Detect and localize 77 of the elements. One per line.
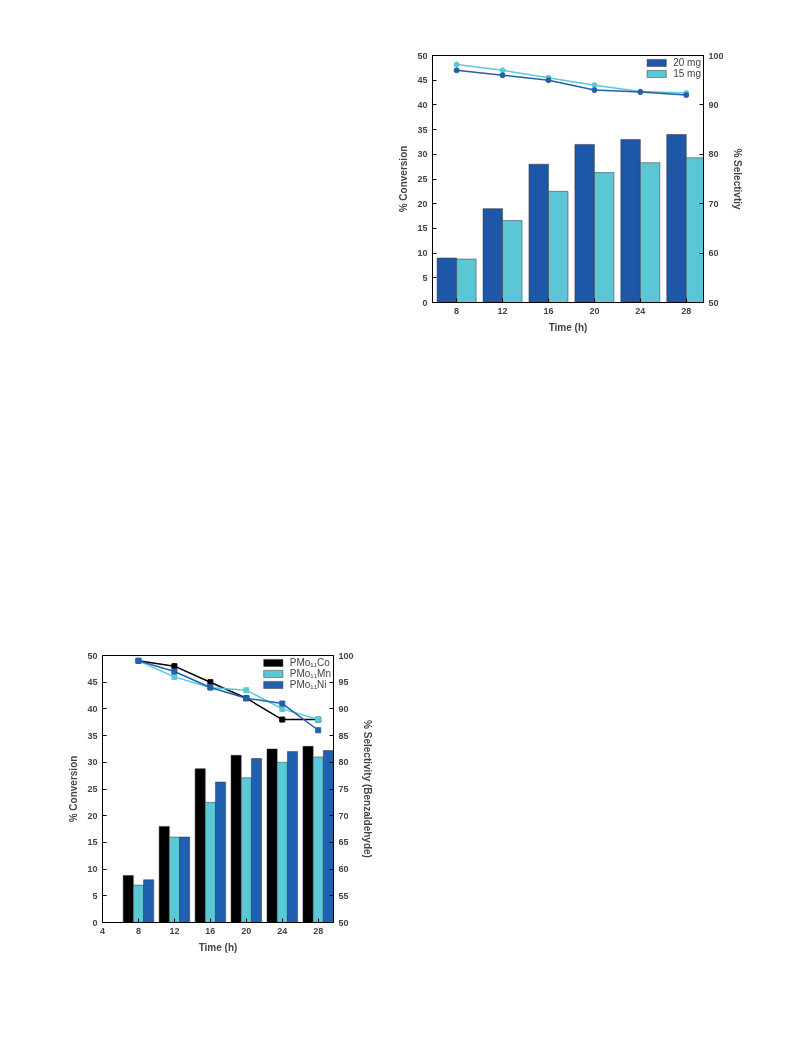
y2-tick-label: 80 bbox=[338, 757, 349, 768]
y-tick-label: 0 bbox=[422, 297, 428, 308]
y-tick-label: 0 bbox=[92, 917, 98, 928]
y-tick-label: 10 bbox=[87, 864, 98, 875]
y2-tick-label: 60 bbox=[338, 864, 349, 875]
y-tick-label: 15 bbox=[87, 837, 98, 848]
x-axis-title: Time (h) bbox=[548, 321, 588, 333]
x-tick-label: 24 bbox=[277, 925, 288, 936]
y-tick-label: 15 bbox=[417, 223, 428, 234]
y2-tick-label: 90 bbox=[708, 99, 719, 110]
point bbox=[279, 700, 286, 707]
y-tick-label: 10 bbox=[417, 248, 428, 259]
x-tick-label: 28 bbox=[313, 925, 324, 936]
y2-tick-label: 70 bbox=[708, 198, 719, 209]
x-tick-label: 20 bbox=[241, 925, 252, 936]
y-tick-label: 25 bbox=[417, 174, 428, 184]
y-axis-title: % Conversion bbox=[68, 755, 80, 823]
y2-tick-label: 95 bbox=[338, 677, 349, 688]
y2-tick-label: 70 bbox=[338, 810, 349, 821]
y2-tick-label: 100 bbox=[338, 650, 354, 661]
y-tick-label: 45 bbox=[417, 75, 428, 86]
point bbox=[171, 663, 178, 670]
point bbox=[315, 727, 322, 734]
y-tick-label: 40 bbox=[87, 703, 98, 714]
y-tick-label: 45 bbox=[87, 677, 98, 688]
y2-tick-label: 55 bbox=[338, 890, 349, 901]
y2-axis-title: % Selectivity (Benzaldehyde) bbox=[361, 720, 373, 858]
y-tick-label: 30 bbox=[417, 149, 428, 160]
point bbox=[591, 87, 598, 94]
point bbox=[243, 687, 250, 694]
x-tick-label: 16 bbox=[205, 925, 216, 936]
x-tick-label: 16 bbox=[543, 305, 554, 316]
legend-label: PMo₁₁Mn bbox=[289, 668, 331, 679]
point bbox=[279, 716, 286, 723]
point bbox=[171, 668, 178, 675]
y2-tick-label: 65 bbox=[338, 837, 349, 848]
x-axis-title: Time (h) bbox=[198, 941, 238, 953]
y-tick-label: 35 bbox=[87, 730, 98, 741]
x-tick-label: 4 bbox=[100, 925, 106, 936]
y2-axis-title: % Selectivtiy bbox=[731, 148, 743, 211]
y-tick-label: 25 bbox=[87, 784, 98, 794]
point bbox=[171, 673, 178, 680]
x-tick-label: 12 bbox=[169, 925, 180, 936]
point bbox=[207, 679, 214, 686]
y-axis-title: % Conversion bbox=[398, 145, 410, 213]
y-tick-label: 30 bbox=[87, 757, 98, 768]
y2-tick-label: 60 bbox=[708, 248, 719, 259]
x-tick-label: 8 bbox=[454, 305, 460, 316]
y-tick-label: 20 bbox=[87, 810, 98, 821]
y2-tick-label: 85 bbox=[338, 730, 349, 741]
y-tick-label: 5 bbox=[422, 272, 428, 283]
y-tick-label: 20 bbox=[417, 198, 428, 209]
point bbox=[499, 67, 506, 74]
legend-label: 20 mg bbox=[673, 57, 701, 68]
point bbox=[591, 82, 598, 89]
y-tick-label: 50 bbox=[87, 650, 98, 661]
y-tick-label: 40 bbox=[417, 99, 428, 110]
y2-tick-label: 100 bbox=[708, 50, 724, 61]
x-tick-label: 8 bbox=[135, 925, 141, 936]
legend-label: PMo₁₁Ni bbox=[289, 679, 327, 690]
y2-tick-label: 75 bbox=[338, 784, 349, 794]
x-tick-label: 12 bbox=[497, 305, 508, 316]
y2-tick-label: 80 bbox=[708, 149, 719, 160]
y2-tick-label: 50 bbox=[338, 917, 349, 928]
y2-tick-label: 50 bbox=[708, 297, 719, 308]
point bbox=[499, 72, 506, 79]
y2-tick-label: 90 bbox=[338, 703, 349, 714]
legend-label: PMo₁₁Co bbox=[289, 657, 330, 668]
y-tick-label: 5 bbox=[92, 890, 98, 901]
x-tick-label: 28 bbox=[681, 305, 692, 316]
point bbox=[453, 67, 460, 74]
legend-label: 15 mg bbox=[673, 68, 701, 79]
y-tick-label: 35 bbox=[417, 124, 428, 135]
x-tick-label: 20 bbox=[589, 305, 600, 316]
point bbox=[453, 61, 460, 68]
y-tick-label: 50 bbox=[417, 50, 428, 61]
x-tick-label: 24 bbox=[635, 305, 646, 316]
